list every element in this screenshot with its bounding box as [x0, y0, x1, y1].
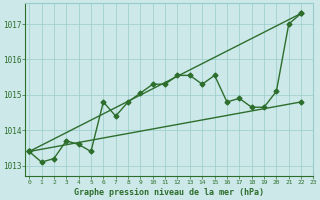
X-axis label: Graphe pression niveau de la mer (hPa): Graphe pression niveau de la mer (hPa): [75, 188, 264, 197]
